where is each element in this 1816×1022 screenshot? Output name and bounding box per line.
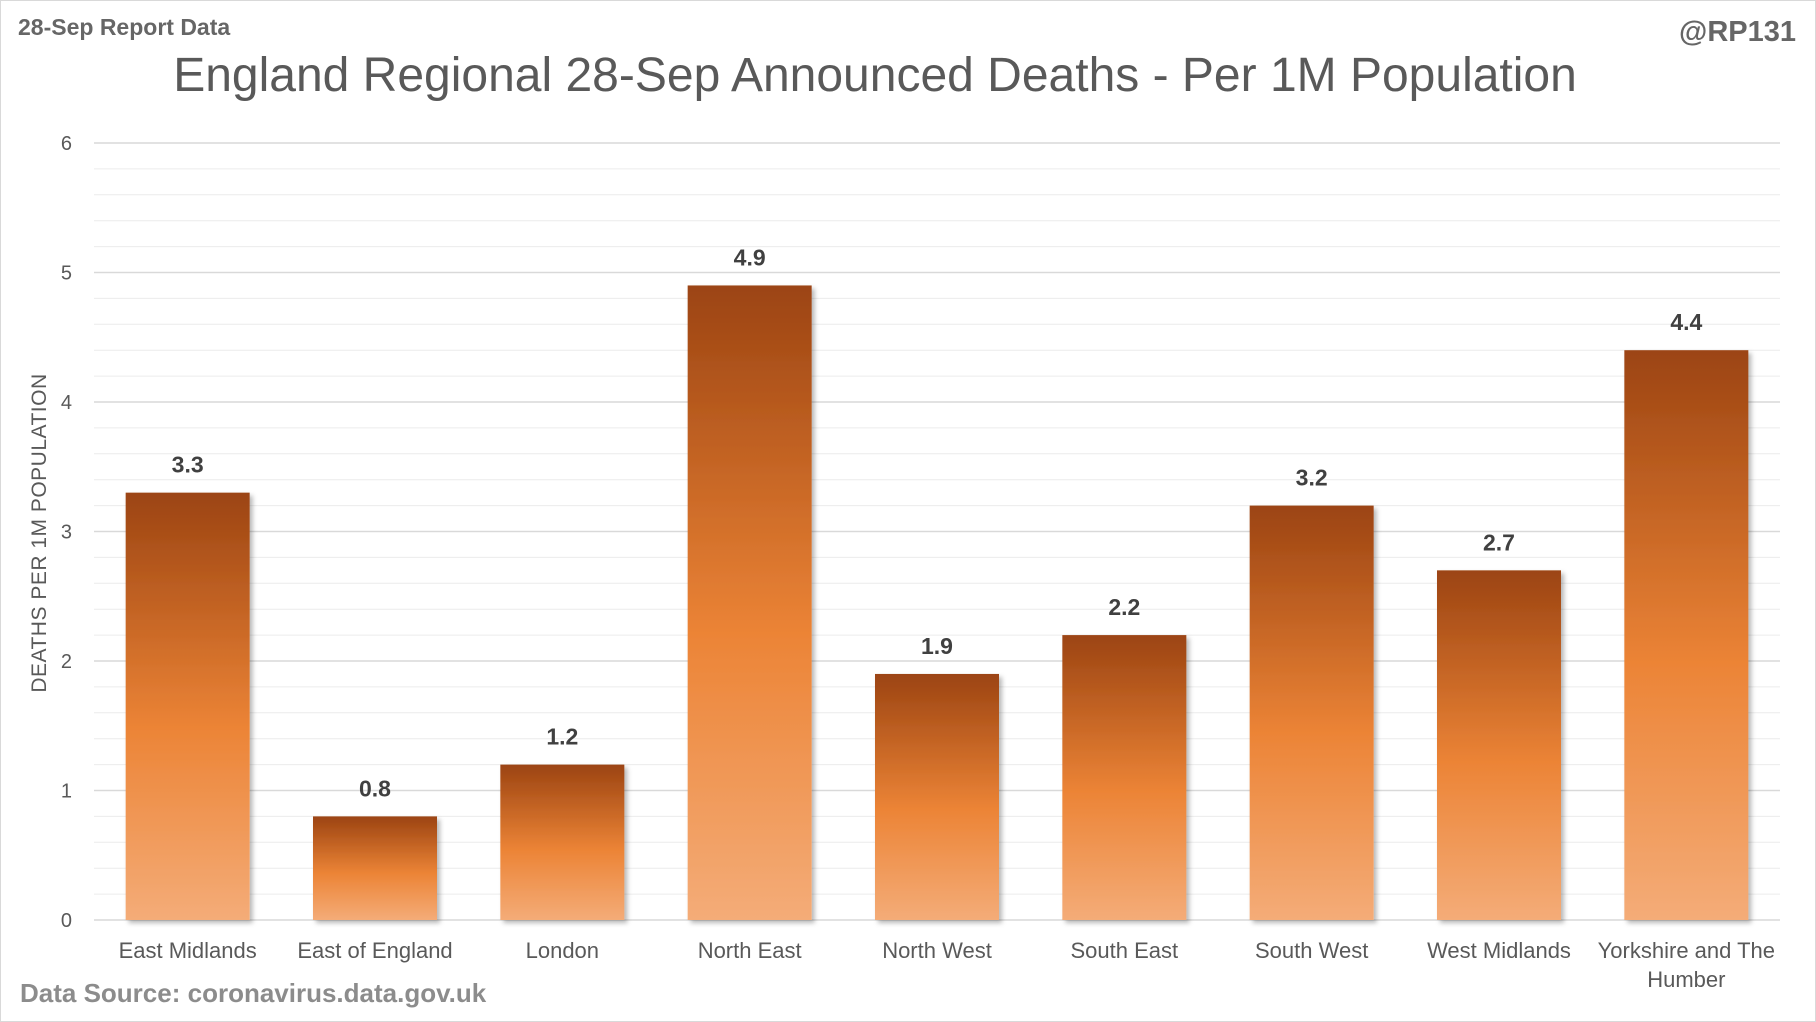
report-date-label: 28-Sep Report Data — [18, 14, 231, 40]
x-category-label: West Midlands — [1427, 938, 1571, 963]
y-tick-label: 2 — [61, 651, 72, 673]
data-label: 3.3 — [172, 452, 204, 478]
data-label: 3.2 — [1296, 465, 1328, 491]
y-tick-label: 3 — [61, 522, 72, 544]
x-category-label: East Midlands — [119, 938, 257, 963]
data-source-label: Data Source: coronavirus.data.gov.uk — [20, 978, 487, 1008]
y-axis-ticks: 0 1 2 3 4 5 6 — [61, 133, 72, 932]
x-category-label: North East — [698, 938, 802, 963]
bar — [1062, 635, 1187, 920]
bar — [1437, 570, 1561, 920]
author-handle: @RP131 — [1679, 16, 1796, 48]
bar — [687, 285, 812, 920]
bar — [875, 673, 999, 920]
data-label: 4.9 — [734, 244, 766, 270]
x-category-label: North West — [882, 938, 992, 963]
data-labels: 3.3 0.8 1.2 4.9 1.9 2.2 3.2 2.7 4.4 — [172, 244, 1703, 801]
x-category-label: Humber — [1647, 967, 1725, 992]
data-label: 2.2 — [1108, 594, 1140, 620]
bar — [313, 816, 437, 920]
data-label: 0.8 — [359, 775, 391, 801]
bar — [1624, 350, 1749, 920]
bar — [500, 764, 625, 920]
y-tick-label: 4 — [61, 392, 72, 414]
y-tick-label: 1 — [61, 781, 72, 803]
data-label: 1.9 — [921, 633, 953, 659]
x-category-label: South West — [1255, 938, 1368, 963]
y-tick-label: 6 — [61, 133, 72, 155]
x-category-label: South East — [1071, 938, 1179, 963]
x-category-label: London — [526, 938, 599, 963]
y-axis-title: DEATHS PER 1M POPULATION — [28, 373, 51, 692]
bar — [125, 492, 250, 920]
data-label: 4.4 — [1670, 309, 1702, 335]
category-labels: East Midlands East of England London North … — [119, 938, 1775, 992]
bars — [125, 285, 1749, 920]
bar — [1249, 505, 1374, 920]
chart-title: England Regional 28-Sep Announced Deaths… — [173, 49, 1577, 102]
x-category-label: East of England — [297, 938, 452, 963]
x-category-label: Yorkshire and The — [1598, 938, 1775, 963]
data-label: 1.2 — [546, 724, 578, 750]
y-tick-label: 5 — [61, 263, 72, 285]
y-tick-label: 0 — [61, 910, 72, 932]
data-label: 2.7 — [1483, 529, 1515, 555]
